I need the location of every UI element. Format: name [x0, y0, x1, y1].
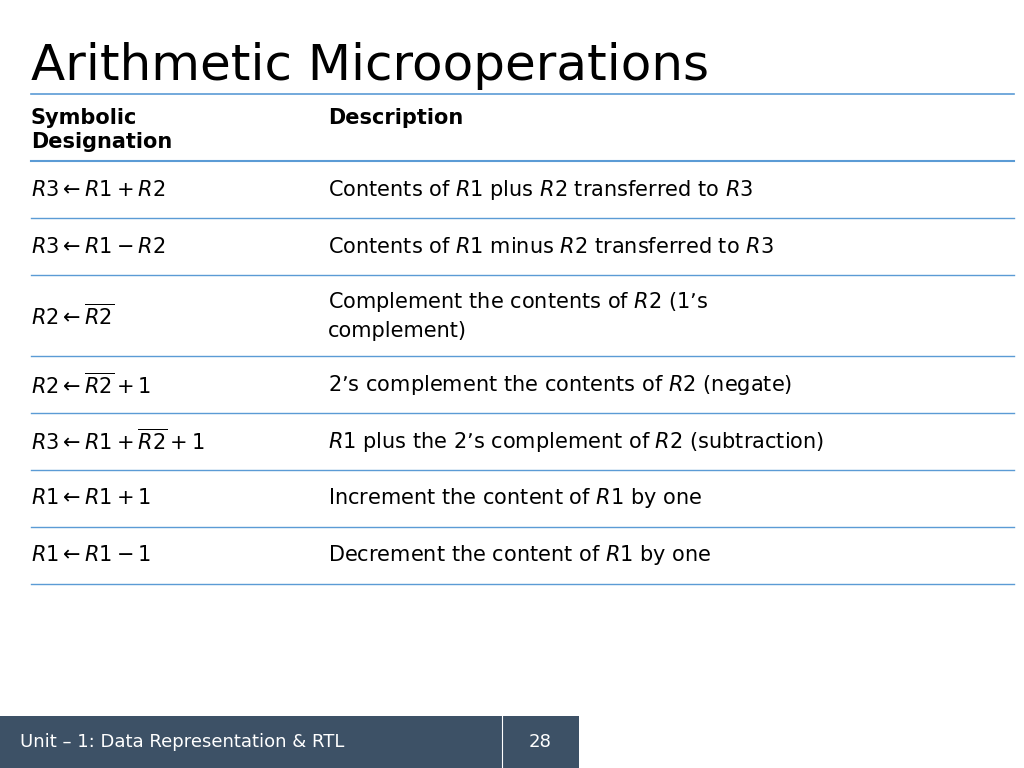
Text: 2’s complement the contents of $R$2 (negate): 2’s complement the contents of $R$2 (neg… [328, 372, 792, 397]
Text: Decrement the content of $R$1 by one: Decrement the content of $R$1 by one [328, 543, 712, 568]
Text: Symbolic
Designation: Symbolic Designation [31, 108, 172, 152]
Text: Complement the contents of $R$2 (1’s
complement): Complement the contents of $R$2 (1’s com… [328, 290, 708, 341]
Text: $R1 \leftarrow R1 - 1$: $R1 \leftarrow R1 - 1$ [31, 545, 151, 565]
Text: Increment the content of $R$1 by one: Increment the content of $R$1 by one [328, 486, 701, 511]
Text: $R$1 plus the 2’s complement of $R$2 (subtraction): $R$1 plus the 2’s complement of $R$2 (su… [328, 429, 824, 454]
Text: $R3 \leftarrow R1 - R2$: $R3 \leftarrow R1 - R2$ [31, 237, 165, 257]
Text: $R3 \leftarrow R1 + R2$: $R3 \leftarrow R1 + R2$ [31, 180, 165, 200]
Text: $R2 \leftarrow \overline{R2} + 1$: $R2 \leftarrow \overline{R2} + 1$ [31, 372, 151, 398]
Text: Arithmetic Microoperations: Arithmetic Microoperations [31, 42, 709, 91]
Text: $R3 \leftarrow R1 + \overline{R2} + 1$: $R3 \leftarrow R1 + \overline{R2} + 1$ [31, 429, 205, 455]
Bar [0, 716, 579, 768]
Text: 28: 28 [528, 733, 552, 751]
Text: Contents of $R$1 plus $R$2 transferred to $R$3: Contents of $R$1 plus $R$2 transferred t… [328, 177, 753, 202]
Text: Description: Description [328, 108, 463, 127]
Text: Contents of $R$1 minus $R$2 transferred to $R$3: Contents of $R$1 minus $R$2 transferred … [328, 237, 773, 257]
Text: Unit – 1: Data Representation & RTL: Unit – 1: Data Representation & RTL [20, 733, 345, 751]
Text: $R1 \leftarrow R1 + 1$: $R1 \leftarrow R1 + 1$ [31, 488, 151, 508]
Text: $R2 \leftarrow \overline{R2}$: $R2 \leftarrow \overline{R2}$ [31, 303, 114, 329]
